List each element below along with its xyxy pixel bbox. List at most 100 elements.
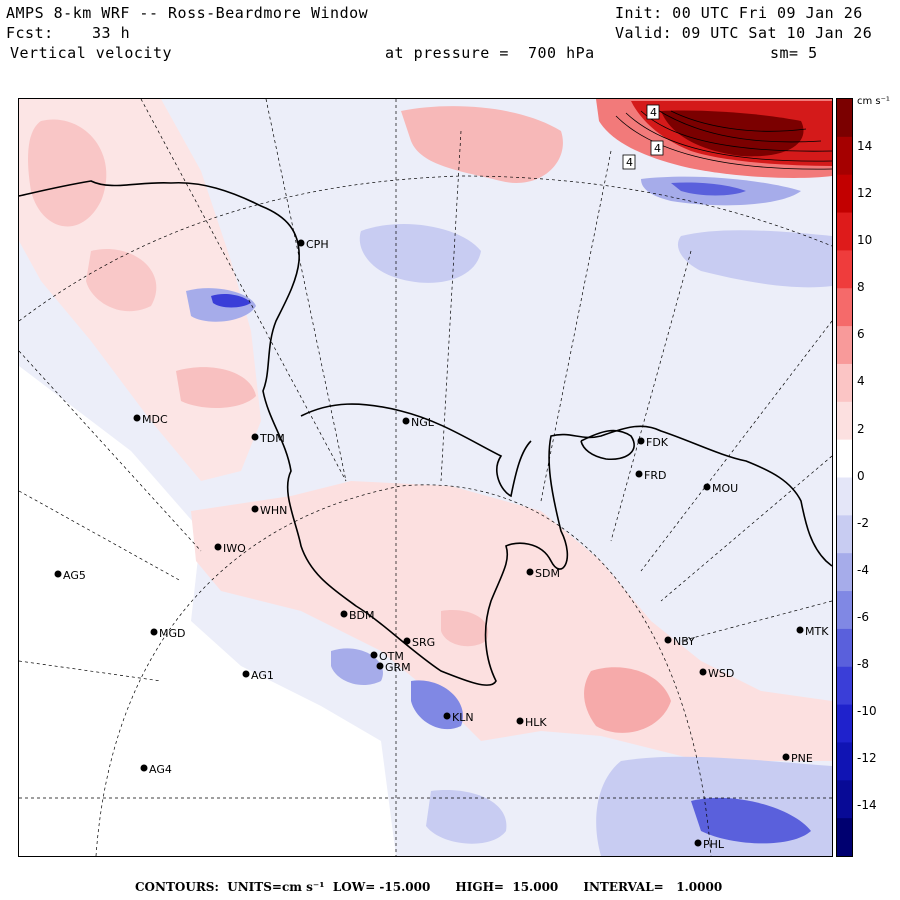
descent-core <box>691 797 811 844</box>
forecast-label: Fcst: <box>6 24 54 42</box>
station-label-mtk: MTK <box>805 625 829 638</box>
contour-label: 4 <box>654 142 661 155</box>
station-label-frd: FRD <box>644 469 666 482</box>
colorbar-swatch <box>837 401 852 441</box>
station-label-cph: CPH <box>306 238 329 251</box>
colorbar-tick-label: -14 <box>857 798 877 812</box>
strong-ascent-max <box>661 110 804 157</box>
model-title: AMPS 8-km WRF -- Ross-Beardmore Window <box>6 4 369 22</box>
descent-patch <box>359 223 481 283</box>
colorbar-units: cm s⁻¹ <box>857 96 890 107</box>
vertical-velocity-map: 4 4 4 CPH NGL MDC TDM FDK FRD MOU WHN IWO AG5 SDM B… <box>19 99 832 856</box>
ascent-patch <box>28 119 107 227</box>
station-label-sdm: SDM <box>535 567 560 580</box>
station-label-grm: GRM <box>385 661 411 674</box>
colorbar-tick-label: -10 <box>857 704 877 718</box>
colorbar-swatch <box>837 439 852 478</box>
colorbar-swatch <box>837 477 852 516</box>
station-label-tdm: TDM <box>259 432 285 445</box>
station-label-ag1: AG1 <box>251 669 274 682</box>
colorbar-swatch <box>837 136 852 176</box>
station-marker-pne <box>782 753 790 761</box>
colorbar-tick-label: -2 <box>857 516 869 530</box>
station-label-iwo: IWO <box>223 542 246 555</box>
colorbar-swatches <box>837 99 852 857</box>
station-marker-kln <box>443 712 451 720</box>
station-marker-wsd <box>699 668 707 676</box>
ascent-patch <box>86 249 157 312</box>
descent-patch <box>426 790 507 844</box>
descent-core <box>211 293 251 308</box>
station-label-otm: OTM <box>379 650 404 663</box>
field-name: Vertical velocity <box>10 44 173 62</box>
station-label-ag5: AG5 <box>63 569 86 582</box>
station-marker-bdm <box>340 610 348 618</box>
colorbar-tick-label: 0 <box>857 469 865 483</box>
station-marker-hlk <box>516 717 524 725</box>
colorbar-swatch <box>837 553 852 592</box>
ascent-patch <box>401 106 563 183</box>
no-data-region <box>19 366 396 856</box>
station-marker-otm <box>370 651 378 659</box>
colorbar-swatch <box>837 250 852 289</box>
station-marker-iwo <box>214 543 222 551</box>
colorbar-tick-label: 2 <box>857 422 865 436</box>
station-marker-tdm <box>251 433 259 441</box>
station-label-mdc: MDC <box>142 413 168 426</box>
colorbar-tick-label: 10 <box>857 233 873 247</box>
station-marker-srg <box>403 637 411 645</box>
station-label-nby: NBY <box>673 635 695 648</box>
descent-patch <box>677 230 832 288</box>
station-marker-ag5 <box>54 570 62 578</box>
descent-core <box>671 182 746 196</box>
station-label-mou: MOU <box>712 482 738 495</box>
station-marker-mou <box>703 483 711 491</box>
colorbar-tick-label: -8 <box>857 657 869 671</box>
station-label-hlk: HLK <box>525 716 547 729</box>
station-marker-mdc <box>133 414 141 422</box>
contour-labels: 4 4 4 <box>622 104 664 170</box>
colorbar-swatch <box>837 288 852 327</box>
colorbar-swatch <box>837 212 852 251</box>
station-label-srg: SRG <box>412 636 435 649</box>
weak-ascent-shelf <box>191 481 832 761</box>
colorbar-tick-label: -6 <box>857 610 869 624</box>
colorbar-tick-label: 8 <box>857 280 865 294</box>
colorbar-swatch <box>837 326 852 365</box>
colorbar-tick-label: 4 <box>857 374 865 388</box>
station-label-mgd: MGD <box>159 627 186 640</box>
station-marker-fdk <box>637 437 645 445</box>
contour-label: 4 <box>626 156 633 169</box>
station-marker-cph <box>297 239 305 247</box>
valid-time: Valid: 09 UTC Sat 10 Jan 26 <box>615 24 873 42</box>
colorbar-swatch <box>837 666 852 706</box>
station-marker-ag4 <box>140 764 148 772</box>
colorbar <box>836 98 853 857</box>
colorbar-swatch <box>837 591 852 630</box>
station-marker-mtk <box>796 626 804 634</box>
colorbar-swatch <box>837 363 852 403</box>
station-marker-phl <box>694 839 702 847</box>
colorbar-swatch <box>837 818 852 857</box>
init-time: Init: 00 UTC Fri 09 Jan 26 <box>615 4 863 22</box>
station-label-ngl: NGL <box>411 416 435 429</box>
ascent-patch <box>176 367 256 408</box>
ascent-patch <box>584 667 671 733</box>
station-label-kln: KLN <box>452 711 474 724</box>
station-label-phl: PHL <box>703 838 725 851</box>
station-label-fdk: FDK <box>646 436 669 449</box>
map-panel: 4 4 4 CPH NGL MDC TDM FDK FRD MOU WHN IWO AG5 SDM B… <box>18 98 833 857</box>
colorbar-swatch <box>837 515 852 554</box>
station-label-whn: WHN <box>260 504 287 517</box>
station-marker-frd <box>635 470 643 478</box>
colorbar-swatch <box>837 742 852 781</box>
contour-label: 4 <box>650 106 657 119</box>
colorbar-swatch <box>837 174 852 214</box>
forecast-hour: 33 h <box>92 24 131 42</box>
colorbar-swatch <box>837 780 852 819</box>
ascent-patch <box>441 610 489 647</box>
coastline <box>19 180 832 686</box>
station-label-wsd: WSD <box>708 667 734 680</box>
colorbar-tick-label: 6 <box>857 327 865 341</box>
colorbar-swatch <box>837 704 852 743</box>
